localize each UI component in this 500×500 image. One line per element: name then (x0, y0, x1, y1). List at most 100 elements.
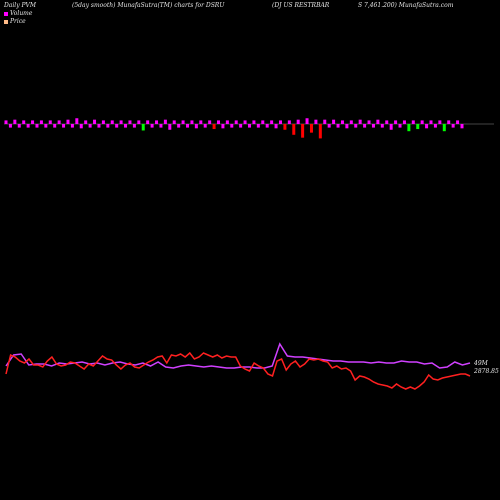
pvm-bar (203, 124, 207, 128)
pvm-bar (124, 124, 128, 128)
pvm-bar (44, 124, 48, 128)
pvm-bar (256, 124, 260, 128)
pvm-bar (340, 120, 344, 124)
pvm-bar (26, 124, 30, 128)
pvm-bar (367, 120, 371, 124)
pvm-bar (212, 124, 216, 130)
pvm-bar (8, 124, 12, 128)
pvm-bar (252, 120, 256, 124)
volume-value-label: 49M (474, 360, 488, 367)
pvm-bar (363, 124, 367, 128)
pvm-bar (39, 120, 43, 124)
price-line (5, 351, 471, 390)
legend-price-label: Price (10, 18, 26, 25)
pvm-bar (88, 124, 92, 128)
pvm-bar (349, 120, 353, 124)
pvm-bar (389, 124, 393, 130)
pvm-bar (447, 120, 451, 124)
pvm-bar (53, 124, 57, 128)
header-title-left: Daily PVM (4, 2, 37, 9)
pvm-bar (48, 120, 52, 124)
pvm-bar (230, 124, 234, 128)
pvm-bar (394, 120, 398, 124)
pvm-bar (186, 124, 190, 128)
pvm-bar (460, 124, 464, 129)
pvm-bar (345, 124, 349, 129)
pvm-bar (70, 124, 74, 128)
pvm-bar (35, 124, 39, 128)
pvm-bar (22, 120, 26, 124)
header-title-right2: S 7,461.200) MunafaSutra.com (358, 2, 454, 9)
pvm-bar (327, 124, 331, 128)
pvm-bar (159, 124, 163, 128)
pvm-bar (79, 124, 83, 129)
pvm-bar (283, 124, 287, 130)
pvm-bar (84, 120, 88, 124)
legend-volume: Volume (4, 10, 32, 17)
pvm-bar (301, 124, 305, 138)
pvm-bar (177, 124, 181, 128)
pvm-bar (66, 119, 70, 124)
pvm-bar (137, 120, 141, 124)
pvm-bar (208, 120, 212, 124)
pvm-bar (4, 120, 8, 124)
pvm-bar (420, 120, 424, 124)
pvm-bar (318, 124, 322, 139)
pvm-bar (119, 120, 123, 124)
pvm-bar (243, 120, 247, 124)
pvm-bar (336, 124, 340, 128)
pvm-bar (296, 119, 300, 124)
pvm-bar (221, 124, 225, 129)
pvm-bar (181, 120, 185, 124)
pvm-bar (371, 124, 375, 128)
pvm-bar (407, 124, 411, 132)
pvm-bar (101, 120, 105, 124)
pvm-bar (13, 119, 17, 124)
price-value-label: 2878.85 (474, 368, 499, 375)
pvm-bar (425, 124, 429, 129)
pvm-bar (323, 119, 327, 124)
pvm-bar (438, 120, 442, 124)
pvm-bar (332, 119, 336, 124)
pvm-bar (172, 120, 176, 124)
pvm-bar (309, 124, 313, 133)
legend-price: Price (4, 18, 26, 25)
pvm-bar (261, 120, 265, 124)
pvm-bar (163, 119, 167, 124)
pvm-bar (97, 124, 101, 128)
pvm-bar (190, 120, 194, 124)
pvm-bar (292, 124, 296, 135)
pvm-bar (93, 119, 97, 124)
pvm-bar (17, 124, 21, 128)
pvm-bar (429, 120, 433, 124)
volume-line (5, 342, 471, 369)
pvm-bars (4, 118, 464, 139)
pvm-bar (376, 119, 380, 124)
pvm-bar (141, 124, 145, 131)
pvm-bar (234, 120, 238, 124)
pvm-bar (358, 119, 362, 124)
pvm-bar (128, 120, 132, 124)
pvm-bar (75, 118, 79, 124)
pvm-bar (305, 118, 309, 124)
pvm-bar (115, 124, 119, 128)
pvm-bar (278, 120, 282, 124)
pvm-bar (456, 120, 460, 124)
pvm-bar (248, 124, 251, 128)
pvm-bar (199, 120, 203, 124)
pvm-bar (62, 124, 66, 128)
pvm-bar (398, 124, 402, 128)
pvm-bar (132, 124, 136, 128)
pvm-bar (168, 124, 172, 130)
pvm-bar (31, 120, 35, 124)
legend-volume-label: Volume (10, 10, 33, 17)
pvm-bar (265, 124, 269, 128)
pvm-bar (270, 120, 274, 124)
pvm-bar (146, 120, 150, 124)
pvm-bar (106, 124, 110, 128)
pvm-bar (57, 120, 61, 124)
pvm-bar (416, 124, 420, 130)
pvm-bar (402, 120, 406, 124)
legend-price-swatch (4, 19, 8, 24)
